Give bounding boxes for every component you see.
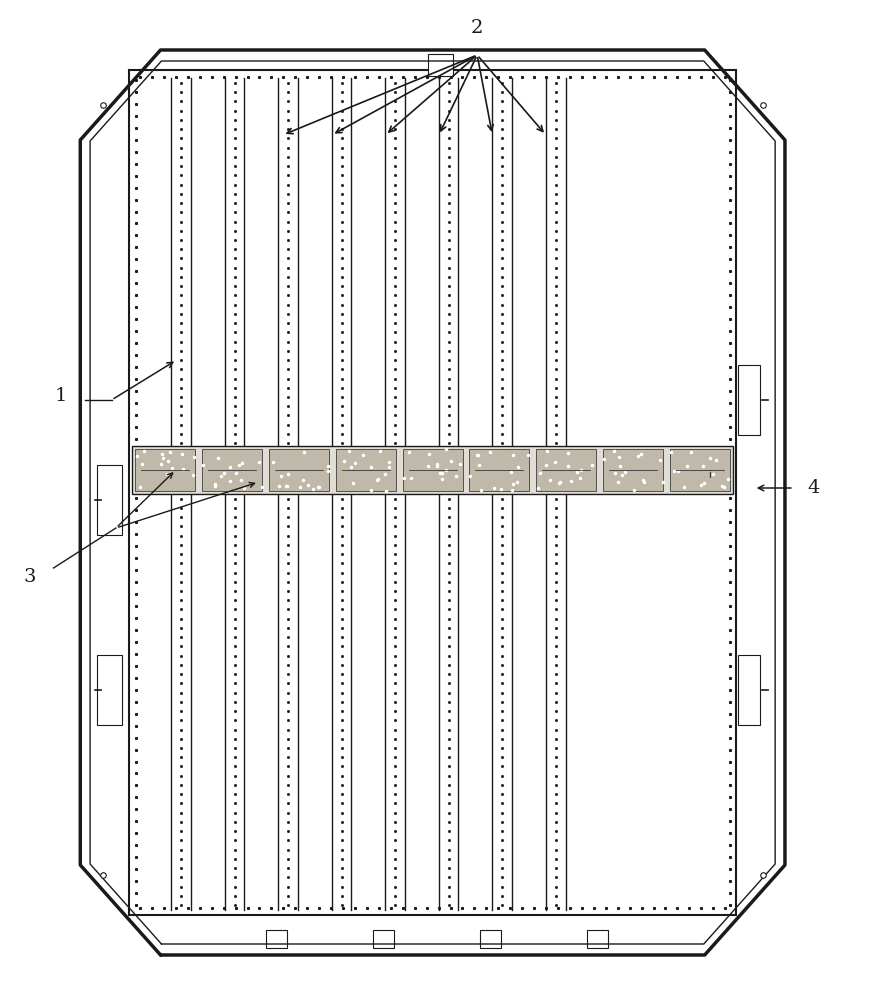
Bar <box>97 655 122 725</box>
Bar <box>402 449 463 491</box>
Bar <box>428 54 453 76</box>
Bar <box>536 449 596 491</box>
Polygon shape <box>92 63 773 942</box>
Text: 4: 4 <box>807 479 820 497</box>
Text: 1: 1 <box>54 387 67 405</box>
Bar <box>738 655 760 725</box>
Text: 3: 3 <box>23 568 36 586</box>
Bar <box>738 365 760 435</box>
Bar <box>587 930 608 948</box>
Bar <box>335 449 396 491</box>
Bar <box>469 449 530 491</box>
Bar <box>132 446 733 494</box>
Bar <box>202 449 262 491</box>
Bar <box>129 70 736 915</box>
Bar <box>603 449 663 491</box>
Bar <box>480 930 501 948</box>
Bar <box>269 449 329 491</box>
Bar <box>97 465 122 535</box>
Bar <box>266 930 287 948</box>
Bar <box>670 449 730 491</box>
Bar <box>373 930 394 948</box>
Bar <box>136 449 195 491</box>
Text: 2: 2 <box>471 19 483 37</box>
Text: i: i <box>707 470 711 480</box>
